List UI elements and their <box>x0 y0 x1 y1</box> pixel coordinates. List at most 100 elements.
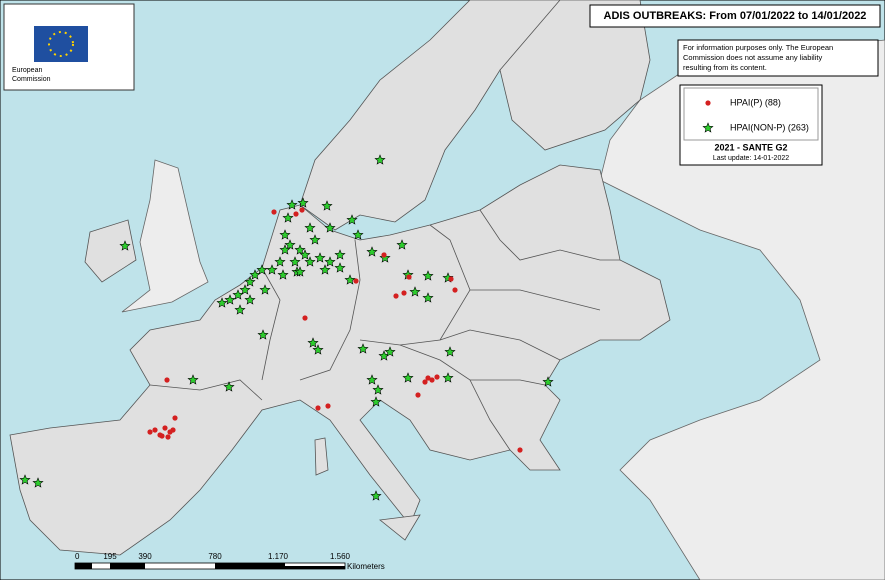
dot-marker <box>165 434 171 440</box>
dot-marker <box>422 379 428 385</box>
star-marker <box>284 239 296 250</box>
scale-unit: Kilometers <box>347 562 385 571</box>
star-marker <box>344 274 356 285</box>
star-marker <box>370 396 382 407</box>
scale-label: 1.170 <box>268 552 289 561</box>
dot-marker <box>293 211 299 217</box>
star-marker <box>244 294 256 305</box>
star-marker <box>352 229 364 240</box>
scale-label: 195 <box>103 552 117 561</box>
dot-marker <box>170 427 176 433</box>
dot-marker <box>353 278 359 284</box>
border <box>439 329 561 361</box>
dot-marker <box>299 207 305 213</box>
dot-marker <box>452 287 458 293</box>
border <box>470 289 601 311</box>
dot-marker <box>401 290 407 296</box>
dot-marker <box>302 315 308 321</box>
star-marker <box>259 284 271 295</box>
star-marker <box>379 252 391 263</box>
star-marker <box>294 266 306 277</box>
star-marker <box>279 229 291 240</box>
scale-black <box>75 563 92 569</box>
border <box>261 267 281 381</box>
scale-label: 0 <box>75 552 80 561</box>
disclaimer-line: For information purposes only. The Europ… <box>683 43 833 52</box>
star-marker <box>256 264 268 275</box>
star-marker <box>402 372 414 383</box>
flag-stars <box>48 31 74 57</box>
star-marker <box>279 244 291 255</box>
star-marker <box>702 122 714 133</box>
logo-text: Commission <box>12 76 51 83</box>
star-marker <box>384 346 396 357</box>
star-marker <box>244 276 256 287</box>
scale-black <box>285 566 345 569</box>
star-marker <box>346 214 358 225</box>
border <box>359 224 471 346</box>
star-marker <box>232 289 244 300</box>
dot-marker <box>164 377 170 383</box>
legend-footer: 2021 - SANTE G2 <box>714 142 787 152</box>
star-marker <box>224 294 236 305</box>
star-marker <box>370 490 382 501</box>
star-marker <box>374 154 386 165</box>
legend-inner <box>683 87 819 141</box>
logo-box <box>3 3 135 91</box>
star-marker <box>442 372 454 383</box>
star-marker <box>372 384 384 395</box>
sardinia <box>314 437 329 476</box>
star-marker <box>216 297 228 308</box>
legend-label: HPAI(NON-P) (263) <box>730 122 809 132</box>
dot-marker <box>434 374 440 380</box>
dot-marker <box>152 427 158 433</box>
star-marker <box>324 222 336 233</box>
scale-label: 390 <box>138 552 152 561</box>
dot-marker <box>271 209 277 215</box>
star-marker <box>266 264 278 275</box>
star-marker <box>32 477 44 488</box>
dot-marker <box>415 392 421 398</box>
star-marker <box>304 256 316 267</box>
star-marker <box>422 292 434 303</box>
border <box>469 379 511 451</box>
legend-label: HPAI(P) (88) <box>730 97 781 107</box>
outbreak-markers <box>19 154 554 501</box>
star-marker <box>19 474 31 485</box>
star-marker <box>324 256 336 267</box>
disclaimer-line: Commission does not assume any liability <box>683 53 822 62</box>
border <box>299 239 361 381</box>
scale-label: 780 <box>208 552 222 561</box>
dot-marker <box>147 429 153 435</box>
star-marker <box>304 222 316 233</box>
dot-marker <box>425 375 431 381</box>
finland <box>499 0 651 151</box>
legend-update: Last update: 14-01-2022 <box>713 155 789 162</box>
scale-black <box>215 563 285 569</box>
sicily <box>379 514 421 541</box>
star-marker <box>187 374 199 385</box>
dot-marker <box>162 425 168 431</box>
dot-marker <box>705 100 711 106</box>
dot-marker <box>325 403 331 409</box>
logo-text: European <box>12 67 42 74</box>
disclaimer-box <box>677 39 879 77</box>
star-marker <box>444 346 456 357</box>
star-marker <box>282 212 294 223</box>
star-marker <box>286 199 298 210</box>
dot-marker <box>429 377 435 383</box>
star-marker <box>357 343 369 354</box>
great-britain <box>121 159 209 313</box>
dot-marker <box>315 405 321 411</box>
landmasses <box>9 0 885 580</box>
dot-marker <box>172 415 178 421</box>
star-marker <box>223 381 235 392</box>
star-marker <box>334 249 346 260</box>
dot-marker <box>406 274 412 280</box>
title: ADIS OUTBREAKS: From 07/01/2022 to 14/01… <box>604 10 867 22</box>
border <box>479 209 620 261</box>
dot-marker <box>381 252 387 258</box>
star-marker <box>542 376 554 387</box>
star-marker <box>334 262 346 273</box>
